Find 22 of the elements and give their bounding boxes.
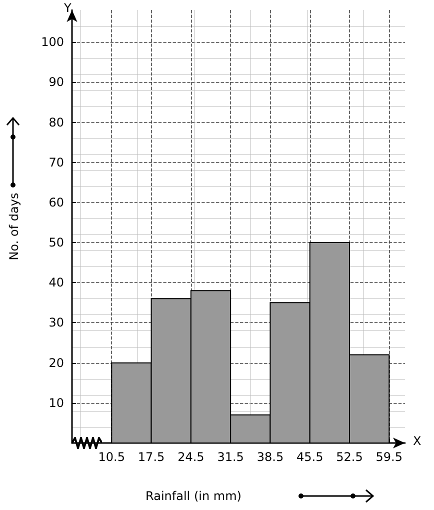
y-tick-label: 50 xyxy=(48,236,64,250)
y-tick-label: 90 xyxy=(48,75,64,90)
x-tick-label: 59.5 xyxy=(376,450,402,464)
y-tick-label: 30 xyxy=(48,316,64,330)
y-tick-label: 100 xyxy=(41,35,64,50)
x-tick-label: 52.5 xyxy=(336,450,363,464)
y-tick-label: 40 xyxy=(48,276,64,290)
text: Y xyxy=(63,1,72,15)
y-tick-label: 80 xyxy=(48,115,64,130)
x-tick-label: 31.5 xyxy=(217,450,244,464)
x-tick-label: 38.5 xyxy=(256,450,284,464)
y-axis-title: No. of days xyxy=(7,192,21,260)
y-tick-label: 70 xyxy=(48,155,64,170)
x-tick-label: 45.5 xyxy=(296,450,324,464)
x-tick-label: 17.5 xyxy=(138,450,165,464)
y-tick-label: 10 xyxy=(48,396,64,410)
x-tick-label: 10.5 xyxy=(98,450,125,464)
y-tick-label: 60 xyxy=(48,195,64,210)
y-tick-label: 20 xyxy=(48,356,64,370)
x-axis-title: Rainfall (in mm) xyxy=(146,489,242,503)
text: X xyxy=(413,434,422,448)
x-tick-label: 24.5 xyxy=(178,450,204,464)
